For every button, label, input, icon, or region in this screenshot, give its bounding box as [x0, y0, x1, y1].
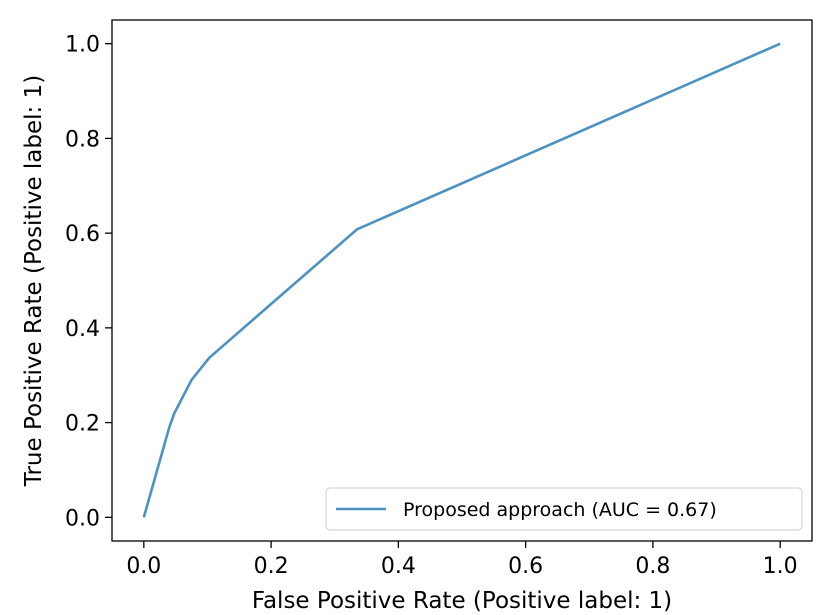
legend-entry-proposed-approach: Proposed approach (AUC = 0.67) — [403, 499, 717, 521]
x-tick-label: 0.8 — [635, 554, 670, 579]
y-axis: 0.0 0.2 0.4 0.6 0.8 1.0 — [65, 33, 112, 531]
x-tick-label: 0.2 — [254, 554, 289, 579]
y-tick-label: 0.4 — [65, 317, 100, 342]
x-tick-label: 0.6 — [508, 554, 543, 579]
axes-frame — [111, 19, 813, 542]
x-tick-label: 0.0 — [126, 554, 161, 579]
y-tick-label: 0.8 — [65, 127, 100, 152]
y-tick-label: 0.6 — [65, 222, 100, 247]
x-axis: 0.0 0.2 0.4 0.6 0.8 1.0 — [126, 541, 798, 579]
legend: Proposed approach (AUC = 0.67) — [325, 487, 803, 531]
x-tick-label: 1.0 — [763, 554, 798, 579]
y-tick-label: 0.2 — [65, 412, 100, 437]
y-tick-label: 0.0 — [65, 506, 100, 531]
series-line-0 — [142, 42, 781, 518]
y-axis-label: True Positive Rate (Positive label: 1) — [21, 75, 47, 487]
x-tick-label: 0.4 — [381, 554, 416, 579]
y-tick-label: 1.0 — [65, 33, 100, 58]
plot-area — [142, 42, 781, 518]
legend-box — [325, 487, 803, 531]
x-axis-label: False Positive Rate (Positive label: 1) — [252, 588, 672, 614]
